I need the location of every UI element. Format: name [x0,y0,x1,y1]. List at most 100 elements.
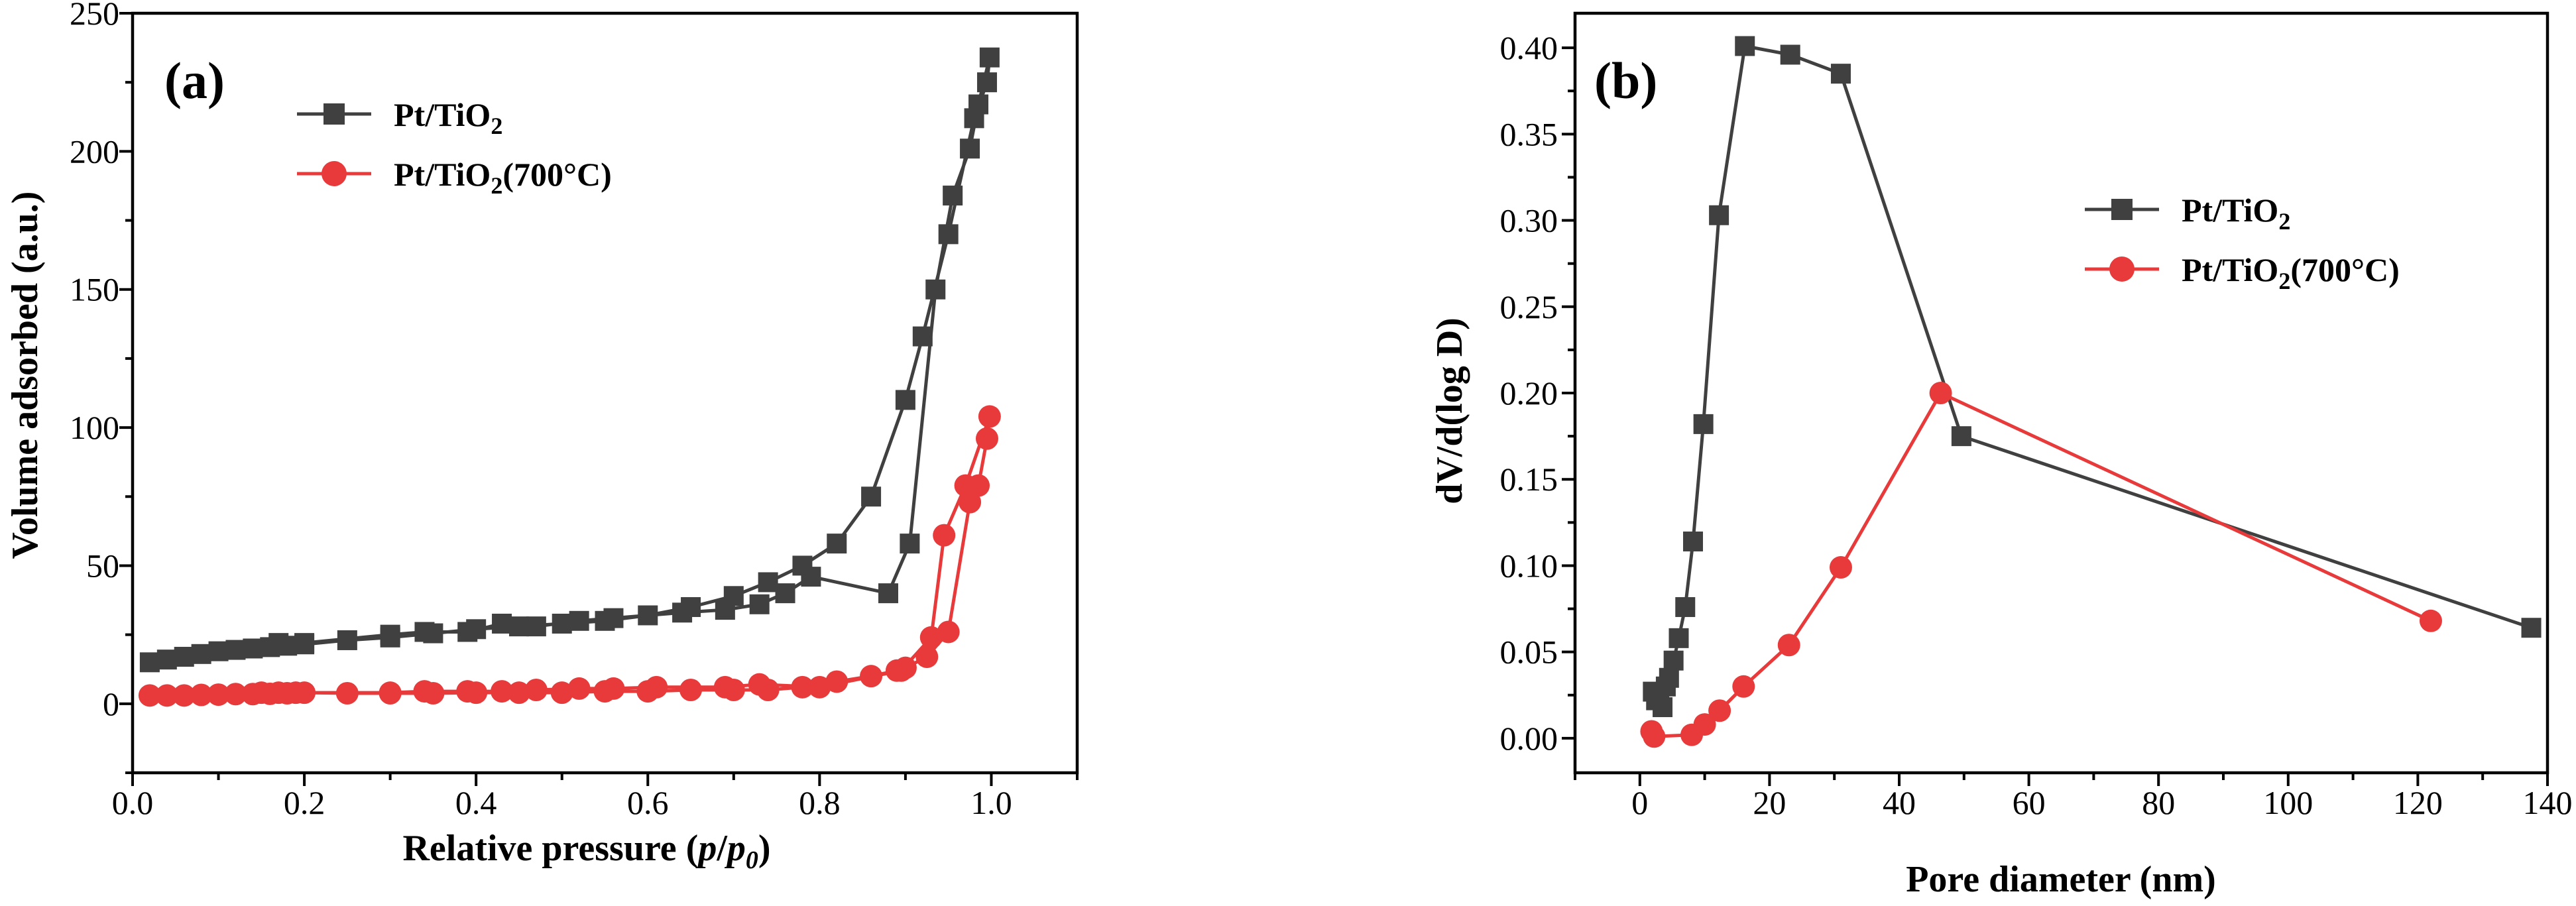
panel-a-point-pt-tio2-700 [250,681,273,705]
panel-b-ytick-label: 0.05 [1500,634,1558,671]
panel-a-point-pt-tio2 [337,630,357,650]
panel-b-xtick-label: 60 [2013,784,2046,821]
panel-a-point-pt-tio2 [749,594,770,614]
panel-b-point-pt-tio2 [1735,36,1755,56]
panel-b-point-pt-tio2 [1663,650,1684,671]
panel-a-series-layer [138,47,1001,707]
panel-a-point-pt-tio2-700 [679,678,703,701]
panel-b-point-pt-tio2 [1653,697,1673,718]
panel-a-point-pt-tio2-700 [602,677,625,700]
panel-a-point-pt-tio2-700 [224,683,247,706]
panel-a-point-pt-tio2 [938,224,959,245]
panel-a-point-pt-tio2 [457,622,478,642]
panel-a-point-pt-tio2-700 [860,665,883,688]
panel-a-point-pt-tio2-700 [825,670,849,693]
panel-a-point-pt-tio2-700 [645,675,668,699]
legend-a-marker-pt-tio2 [323,103,345,125]
panel-a-point-pt-tio2 [758,572,778,593]
panel-b-point-pt-tio2-700 [1732,675,1755,698]
panel-a-point-pt-tio2-700 [172,684,196,707]
panel-b-series-line-pt-tio2-700 [1650,391,2432,738]
panel-b-point-pt-tio2-700 [1829,556,1852,579]
panel-a-point-pt-tio2-700 [190,683,213,707]
panel-b-label: (b) [1594,52,1657,109]
panel-a-point-pt-tio2 [603,608,624,628]
panel-b-point-pt-tio2 [2521,618,2542,638]
legend-b-marker-pt-tio2 [2111,199,2133,220]
panel-a-xlabel-main: Relative pressure ( [402,828,698,869]
panel-a-point-pt-tio2 [174,646,194,667]
panel-a-xlabel-p0: p [725,828,746,869]
panel-a-xlabel-sub0: 0 [746,846,758,874]
panel-a-xtick-label: 0.2 [284,784,325,821]
panel-a-point-pt-tio2 [925,279,946,300]
panel-a-ytick-label: 100 [70,409,119,446]
panel-a-xlabel-p: p [695,828,717,869]
panel-a-point-pt-tio2-700 [567,677,591,700]
panel-a-xtick-label: 0.6 [627,784,669,821]
panel-a-ytick-label: 150 [70,271,119,308]
legend-a-text-pt-tio2-700: Pt/TiO2(700°C) [394,156,612,199]
panel-b-point-pt-tio2-700 [1643,725,1666,748]
panel-a-point-pt-tio2-700 [808,675,831,699]
panel-a-point-pt-tio2 [960,139,980,159]
panel-b-ytick-label: 0.40 [1500,29,1558,66]
panel-a-series-line-pt-tio2 [149,56,992,664]
panel-a-point-pt-tio2-700 [915,645,939,668]
panel-b-ytick-label: 0.35 [1500,115,1558,152]
panel-a-point-pt-tio2-700 [155,684,178,707]
panel-a-chart: 0.0 0.2 0.4 0.6 0.8 1.0 0 50 100 150 200 250 (a) Vo… [5,0,1079,874]
panel-b-point-pt-tio2-700 [2419,609,2442,632]
panel-a-point-pt-tio2-700 [335,681,359,705]
panel-b-point-pt-tio2 [1659,667,1679,688]
panel-b-point-pt-tio2 [1709,205,1729,225]
panel-a-point-pt-tio2-700 [748,673,771,696]
panel-b-point-pt-tio2 [1693,414,1714,434]
panel-b-ytick-label: 0.00 [1500,720,1558,757]
legend-a-text-pt-tio2: Pt/TiO2 [394,96,502,139]
panel-a-xlabel-close: ) [758,828,771,869]
panel-a-point-pt-tio2 [895,390,915,410]
panel-b-point-pt-tio2 [1682,531,1703,551]
panel-a-point-pt-tio2 [912,326,933,347]
panel-a-point-pt-tio2 [827,534,847,554]
legend-b-marker-pt-tio2-700 [2109,256,2135,282]
panel-b-legend: Pt/TiO2 Pt/TiO2(700°C) [2085,192,2400,294]
panel-a-point-pt-tio2-700 [456,680,479,703]
panel-a-point-pt-tio2-700 [413,680,436,703]
panel-a-ytick-label: 0 [103,685,119,722]
panel-b-point-pt-tio2 [1675,596,1696,617]
panel-b-ytick-label: 0.15 [1500,461,1558,498]
panel-a-point-pt-tio2-700 [791,675,814,699]
panel-b-plot-frame [1573,11,2549,775]
panel-b-xtick-label: 20 [1753,784,1786,821]
panel-a-point-pt-tio2-700 [890,659,913,682]
panel-b-point-pt-tio2 [1951,426,1971,447]
panel-a-point-pt-tio2 [380,624,400,645]
panel-a-point-pt-tio2-700 [550,681,573,705]
panel-a-point-pt-tio2-700 [933,524,956,547]
panel-a-legend: Pt/TiO2 Pt/TiO2(700°C) [297,96,612,199]
panel-a-point-pt-tio2-700 [978,405,1001,428]
panel-a-xtick-label: 1.0 [970,784,1012,821]
panel-a-plot-frame [131,11,1079,775]
panel-a-point-pt-tio2 [208,641,229,661]
panel-b-xlabel: Pore diameter (nm) [1906,859,2216,900]
panel-a-point-pt-tio2 [156,650,177,670]
panel-a-ytick-label: 250 [70,0,119,32]
panel-b-point-pt-tio2-700 [1929,382,1952,404]
panel-b-point-pt-tio2 [1669,628,1689,648]
panel-a-point-pt-tio2-700 [507,681,530,705]
legend-a-marker-pt-tio2-700 [322,161,347,186]
panel-b-ytick-label: 0.20 [1500,374,1558,412]
panel-a-point-pt-tio2-700 [138,684,161,707]
panel-b-point-pt-tio2-700 [1777,634,1800,657]
panel-a-point-pt-tio2 [943,186,963,206]
panel-a-xlabel: Relative pressure (p/p0) [402,828,770,874]
panel-a-point-pt-tio2-700 [524,678,548,701]
panel-a-point-pt-tio2-700 [284,681,308,705]
panel-a-xlabel-slash: / [716,828,728,869]
legend-b-text-pt-tio2: Pt/TiO2 [2182,192,2290,235]
panel-a-point-pt-tio2 [968,94,989,115]
panel-a-ylabel: Volume adsorbed (a.u.) [5,192,46,559]
